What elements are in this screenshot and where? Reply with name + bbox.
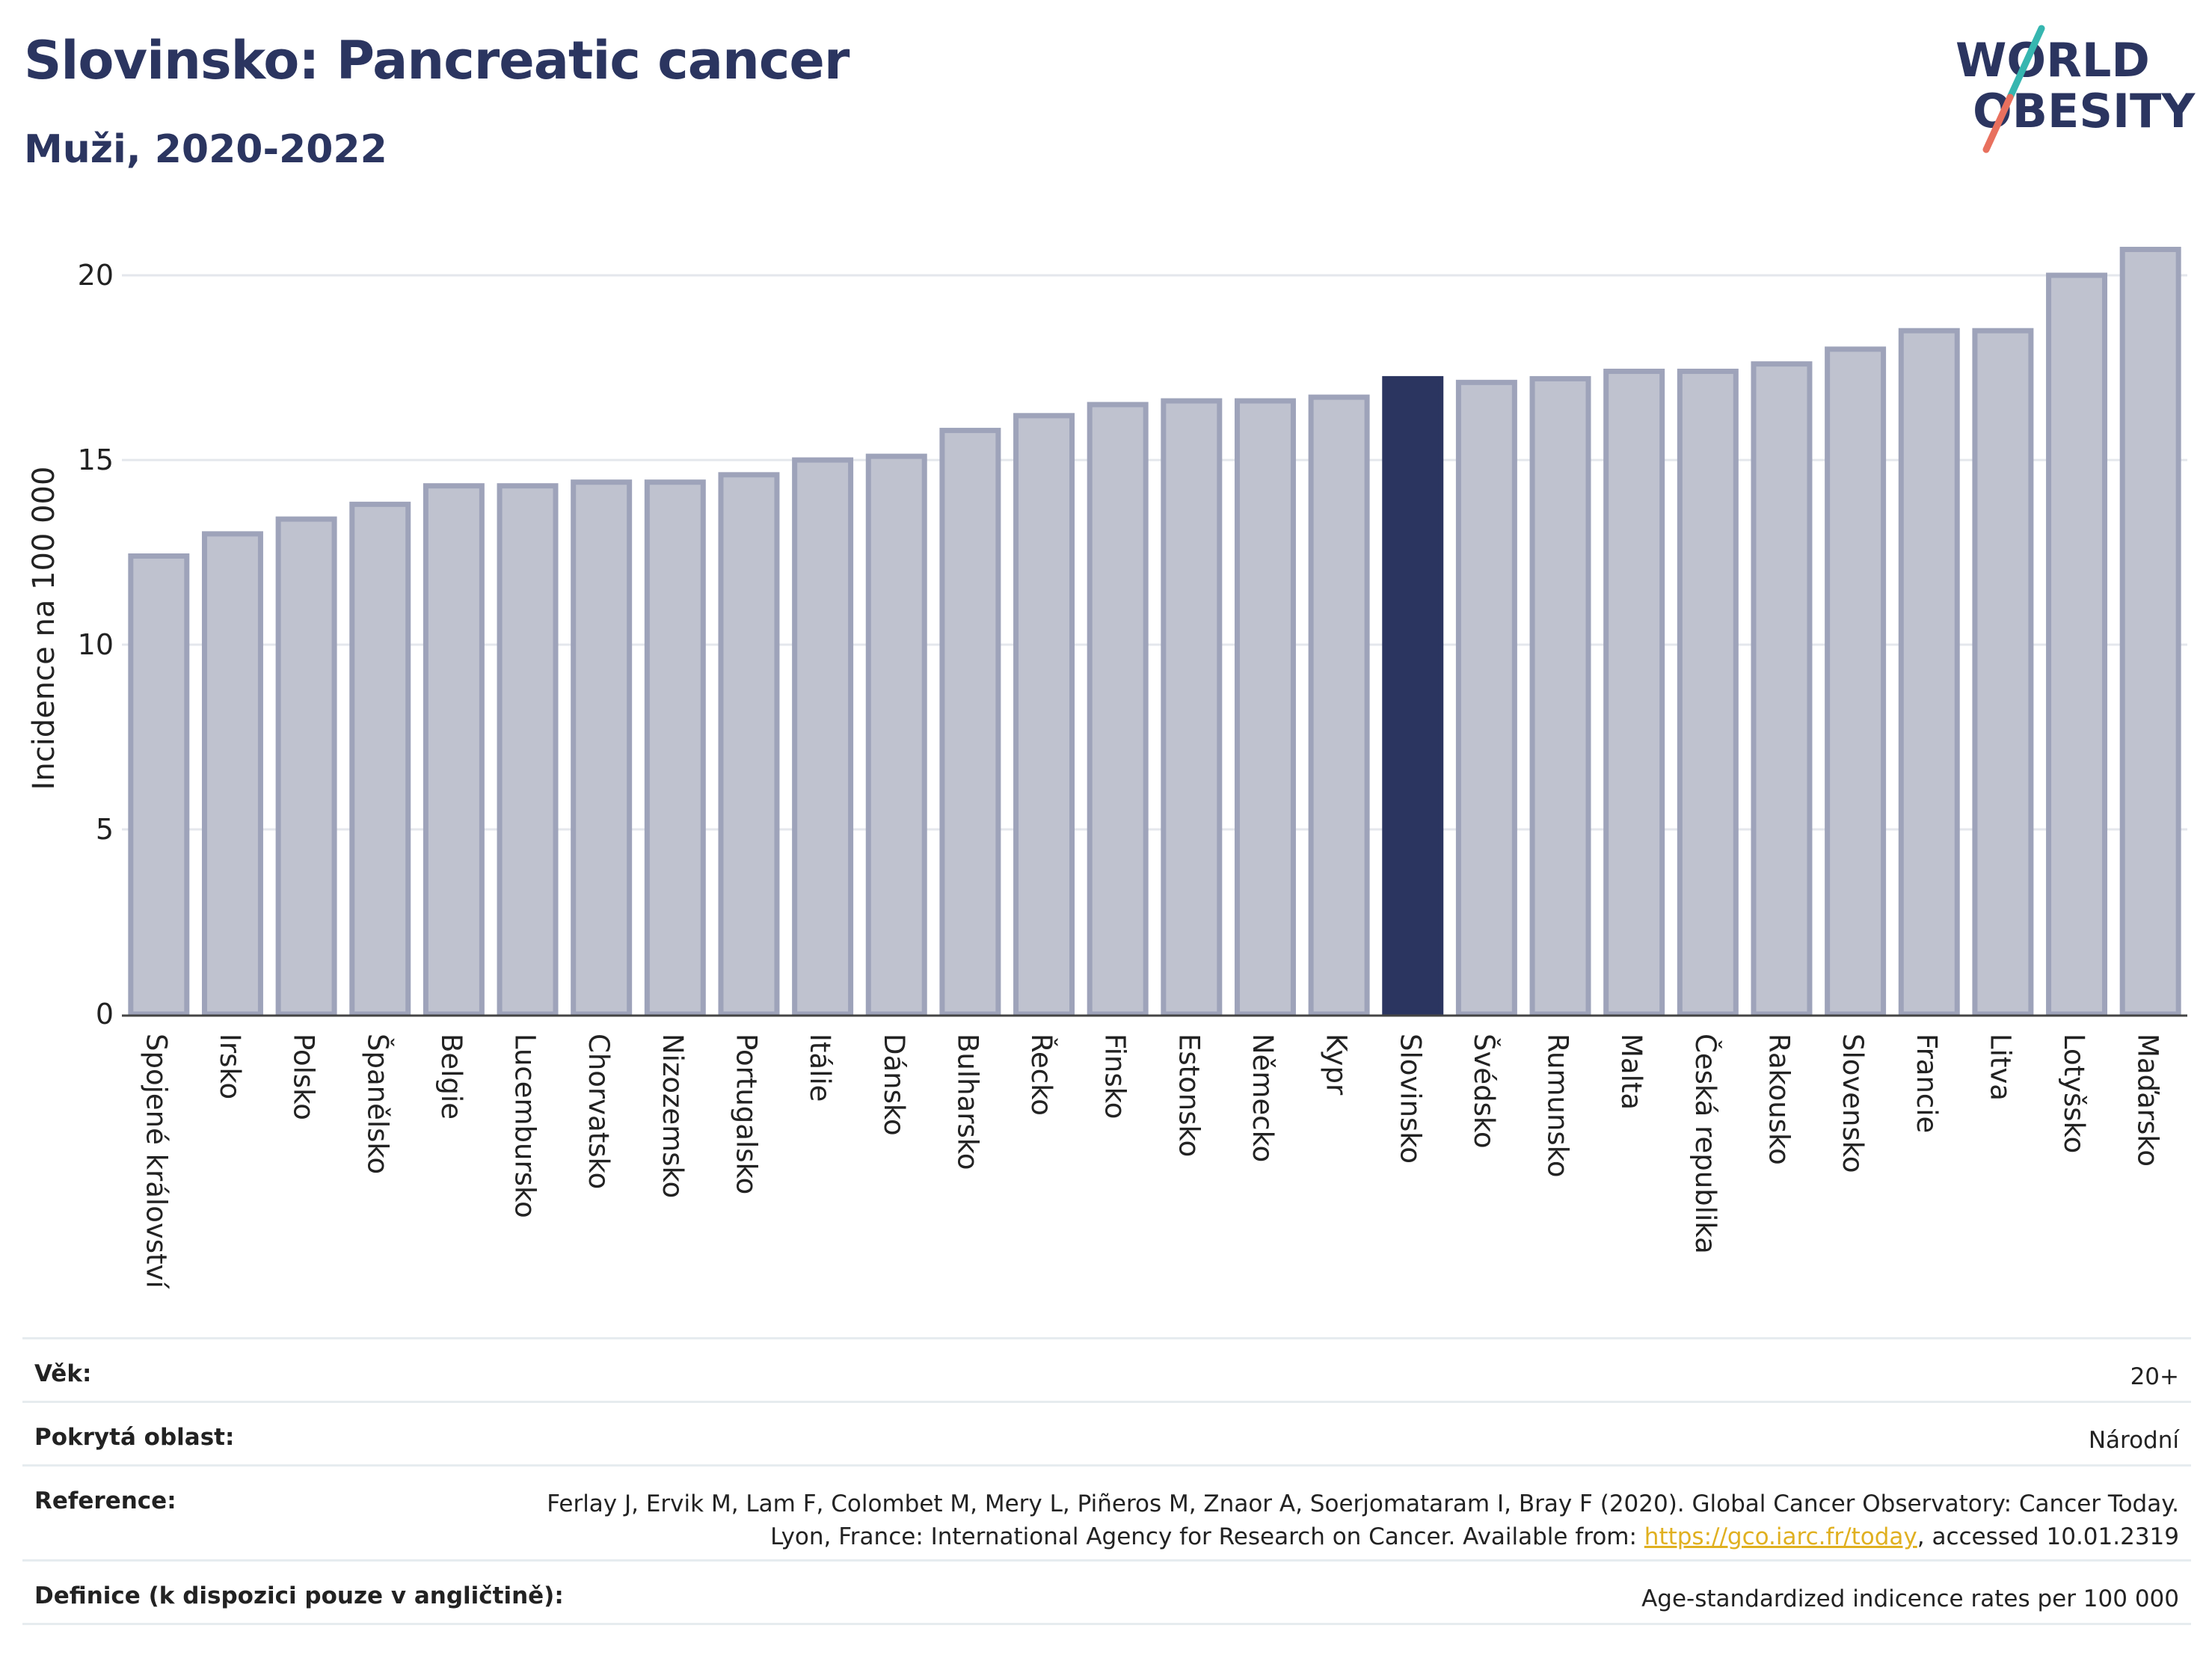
- world-obesity-logo: WORLD OBESITY: [1956, 25, 2196, 153]
- area-label: Pokrytá oblast:: [34, 1424, 235, 1451]
- reference-text: Ferlay J, Ervik M, Lam F, Colombet M, Me…: [547, 1490, 2179, 1550]
- y-tick-label: 15: [78, 443, 114, 476]
- x-tick-label: Portugalsko: [730, 1034, 762, 1194]
- bar: [1751, 361, 1813, 1017]
- bar: [1382, 375, 1444, 1017]
- bar: [792, 457, 854, 1017]
- x-tick-label: Slovensko: [1837, 1034, 1869, 1173]
- bar: [1529, 375, 1591, 1017]
- bar: [201, 531, 263, 1017]
- bar: [1898, 328, 1960, 1017]
- x-tick-label: Dánsko: [878, 1034, 910, 1136]
- bar: [718, 472, 780, 1017]
- x-tick-label: Nizozemsko: [657, 1034, 689, 1198]
- metadata-table: Věk: 20+ Pokrytá oblast: Národní Referen…: [22, 1337, 2191, 1625]
- bar: [1603, 369, 1665, 1017]
- x-tick-label: Belgie: [435, 1034, 467, 1120]
- x-tick-label: Finsko: [1099, 1034, 1131, 1119]
- y-tick-label: 10: [78, 628, 114, 661]
- reference-label: Reference:: [34, 1487, 176, 1514]
- x-tick-label: Spojené království: [140, 1034, 172, 1289]
- chart-subtitle: Muži, 2020-2022: [24, 127, 387, 172]
- x-tick-label: Chorvatsko: [583, 1034, 615, 1189]
- bar: [2119, 247, 2181, 1017]
- y-tick-label: 5: [96, 813, 114, 846]
- bar: [275, 516, 337, 1017]
- x-tick-label: Německo: [1247, 1034, 1279, 1162]
- x-tick-label: Malta: [1615, 1034, 1647, 1110]
- bar: [2046, 272, 2108, 1017]
- x-tick-label: Kypr: [1321, 1034, 1353, 1096]
- bar: [644, 479, 706, 1017]
- bar: [1013, 413, 1075, 1017]
- reference-accessed: , accessed 10.01.2319: [1917, 1523, 2179, 1550]
- y-tick-label: 20: [78, 259, 114, 292]
- logo-slash-teal: [2006, 25, 2045, 101]
- reference-link[interactable]: https://gco.iarc.fr/today: [1644, 1523, 1917, 1550]
- bar: [1161, 398, 1223, 1017]
- definition-label: Definice (k dispozici pouze v angličtině…: [34, 1582, 564, 1609]
- y-tick-label: 0: [96, 998, 114, 1031]
- x-tick-label: Irsko: [214, 1034, 246, 1099]
- x-tick-label: Litva: [1984, 1034, 2016, 1101]
- bar: [1234, 398, 1296, 1017]
- bar: [497, 483, 559, 1017]
- bar: [1972, 328, 2034, 1017]
- x-tick-label: Polsko: [288, 1034, 320, 1120]
- bar: [1677, 369, 1739, 1017]
- x-tick-label: Maďarsko: [2132, 1034, 2164, 1167]
- x-tick-label: Itálie: [804, 1034, 836, 1102]
- y-axis-label: Incidence na 100 000: [27, 467, 61, 790]
- x-tick-label: Lotyšsko: [2058, 1034, 2090, 1153]
- bar: [1825, 346, 1887, 1017]
- age-label: Věk:: [34, 1360, 92, 1387]
- x-tick-label: Česká republika: [1689, 1034, 1722, 1254]
- reference-value: Ferlay J, Ervik M, Lam F, Colombet M, Me…: [511, 1487, 2179, 1553]
- bar: [571, 479, 633, 1017]
- logo-word-world: WORLD: [1956, 33, 2150, 87]
- bar: [1308, 394, 1370, 1017]
- x-axis-ticks: Spojené království Irsko Polsko Španělsko Be…: [140, 1034, 2163, 1289]
- x-tick-label: Rumunsko: [1542, 1034, 1574, 1177]
- bar-chart: 0 5 10 15 20 Spojené království Irsko Polsko Šp…: [27, 247, 2187, 1289]
- meta-row-definition: Definice (k dispozici pouze v angličtině…: [22, 1559, 2191, 1625]
- y-axis-ticks: 0 5 10 15 20: [78, 259, 114, 1031]
- bar: [128, 553, 190, 1017]
- bars: [128, 247, 2181, 1017]
- x-tick-label: Slovinsko: [1394, 1034, 1426, 1164]
- chart-title: Slovinsko: Pancreatic cancer: [24, 30, 850, 91]
- x-tick-label: Řecko: [1025, 1034, 1058, 1116]
- bar: [1455, 379, 1517, 1017]
- logo-slash-coral: [1982, 93, 2014, 153]
- bar: [349, 501, 411, 1017]
- meta-row-reference: Reference: Ferlay J, Ervik M, Lam F, Col…: [22, 1464, 2191, 1559]
- x-tick-label: Bulharsko: [951, 1034, 983, 1170]
- x-tick-label: Švédsko: [1468, 1034, 1501, 1149]
- x-tick-label: Lucembursko: [509, 1034, 541, 1218]
- x-tick-label: Estonsko: [1173, 1034, 1205, 1157]
- age-value: 20+: [2130, 1363, 2179, 1390]
- bar: [939, 428, 1001, 1017]
- bar: [865, 453, 927, 1017]
- x-tick-label: Rakousko: [1763, 1034, 1795, 1165]
- bar: [423, 483, 485, 1017]
- meta-row-area: Pokrytá oblast: Národní: [22, 1401, 2191, 1464]
- x-tick-label: Španělsko: [361, 1034, 394, 1174]
- x-tick-label: Francie: [1911, 1034, 1943, 1133]
- bar: [1087, 402, 1149, 1017]
- area-value: Národní: [2088, 1427, 2179, 1454]
- definition-value: Age-standardized indicence rates per 100…: [1641, 1585, 2179, 1612]
- meta-row-age: Věk: 20+: [22, 1337, 2191, 1401]
